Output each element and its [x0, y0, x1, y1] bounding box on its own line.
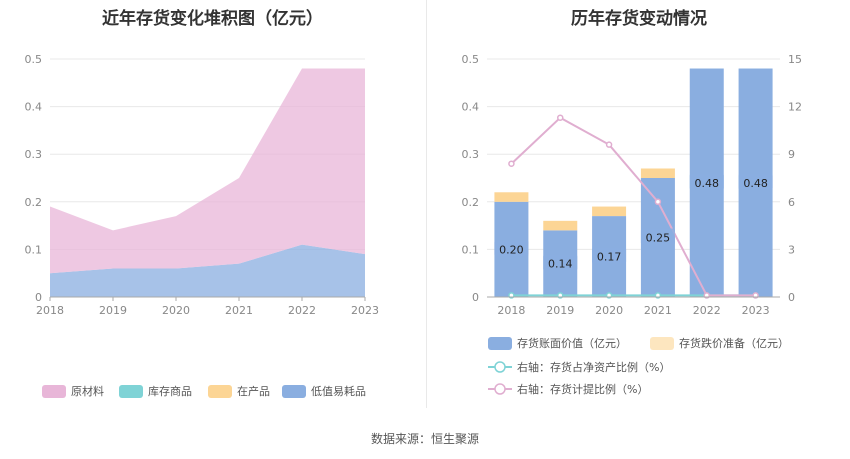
y-tick-label: 0.1 [25, 243, 43, 256]
line-point [605, 141, 613, 148]
legend-label: 右轴：存货计提比例（%） [517, 382, 648, 396]
legend-swatch [282, 385, 306, 398]
x-tick-label: 2022 [693, 304, 721, 317]
line-point [557, 114, 564, 121]
legend-label: 存货账面价值（亿元） [517, 336, 627, 350]
panel-divider [426, 0, 427, 408]
stacked-area-chart: 0 0.1 0.2 0.3 0.4 0.5 2018 2019 2020 2021 2022 2023… [25, 53, 379, 398]
legend-label: 库存商品 [148, 384, 192, 398]
x-tick-label: 2019 [546, 304, 574, 317]
legend-label: 低值易耗品 [311, 385, 366, 398]
legend-swatch [488, 337, 512, 350]
bar-value-label: 0.20 [499, 243, 524, 256]
legend-swatch [42, 385, 66, 398]
inventory-bar-chart: 0 0.1 0.2 0.3 0.4 0.5 0 3 6 9 12 15 0.20 0.14 0.17 0.25… [462, 53, 803, 396]
legend-marker [494, 361, 506, 373]
bar-impairment-reserve [494, 192, 529, 202]
y2-tick-label: 9 [788, 148, 795, 161]
y-tick-label: 0.3 [462, 148, 480, 161]
y-tick-label: 0.5 [25, 53, 43, 66]
x-tick-label: 2022 [288, 304, 316, 317]
y2-tick-label: 12 [788, 101, 802, 114]
stacked-area-chart-panel: 近年存货变化堆积图（亿元） 0 0.1 0.2 0.3 0.4 0.5 2018 2019 20… [0, 0, 425, 410]
bar-value-label: 0.17 [597, 251, 622, 264]
bar-label-bg [640, 228, 675, 245]
x-tick-label: 2018 [36, 304, 64, 317]
inventory-bar-chart-panel: 历年存货变动情况 0 0.1 0.2 0.3 0.4 0.5 0 3 6 9 12 15 0.20 0.1… [428, 0, 850, 410]
y-tick-label: 0 [35, 291, 42, 304]
y2-tick-label: 0 [788, 291, 795, 304]
line-point [508, 160, 515, 167]
y2-tick-label: 3 [788, 243, 795, 256]
y-tick-label: 0.2 [25, 196, 43, 209]
bar-label-bg [494, 240, 529, 257]
x-tick-label: 2023 [742, 304, 770, 317]
left-chart-title: 近年存货变化堆积图（亿元） [102, 9, 323, 29]
legend-label: 存货跌价准备（亿元） [679, 336, 789, 350]
y-tick-label: 0.4 [462, 101, 480, 114]
bar-label-bg [592, 247, 627, 264]
legend-label: 原材料 [71, 384, 104, 398]
bar-value-label: 0.48 [743, 177, 768, 190]
bar-impairment-reserve [592, 206, 627, 217]
bar-impairment-reserve [640, 168, 675, 178]
x-tick-label: 2020 [595, 304, 623, 317]
legend-label: 右轴：存货占净资产比例（%） [517, 360, 670, 374]
bar-label-bg [543, 254, 578, 271]
x-tick-label: 2021 [225, 304, 253, 317]
x-tick-label: 2018 [497, 304, 525, 317]
y2-tick-label: 6 [788, 196, 795, 209]
line-point [654, 198, 662, 206]
bar-label-bg [689, 173, 724, 190]
legend-swatch [208, 385, 232, 398]
y-tick-label: 0.2 [462, 196, 480, 209]
y-tick-label: 0.3 [25, 148, 43, 161]
y2-tick-label: 15 [788, 53, 802, 66]
x-tick-label: 2019 [99, 304, 127, 317]
y-tick-label: 0.4 [25, 101, 43, 114]
bar-label-bg [738, 173, 773, 190]
legend-swatch [650, 337, 674, 350]
x-tick-label: 2020 [162, 304, 190, 317]
bar-impairment-reserve [543, 220, 578, 231]
bar-value-label: 0.25 [646, 232, 671, 245]
y-tick-label: 0.5 [462, 53, 480, 66]
data-source-note: 数据来源：恒生聚源 [370, 432, 479, 446]
bar-value-label: 0.14 [548, 258, 573, 271]
right-chart-title: 历年存货变动情况 [571, 9, 707, 29]
legend-swatch [119, 385, 143, 398]
area-series-3 [50, 244, 365, 297]
y-tick-label: 0 [472, 291, 479, 304]
legend-marker [494, 383, 506, 395]
x-tick-label: 2023 [351, 304, 379, 317]
bar-value-label: 0.48 [695, 177, 720, 190]
x-tick-label: 2021 [644, 304, 672, 317]
y-tick-label: 0.1 [462, 243, 480, 256]
area-series-0 [50, 68, 365, 274]
legend-label: 在产品 [237, 384, 270, 398]
line-series-1 [510, 116, 756, 297]
